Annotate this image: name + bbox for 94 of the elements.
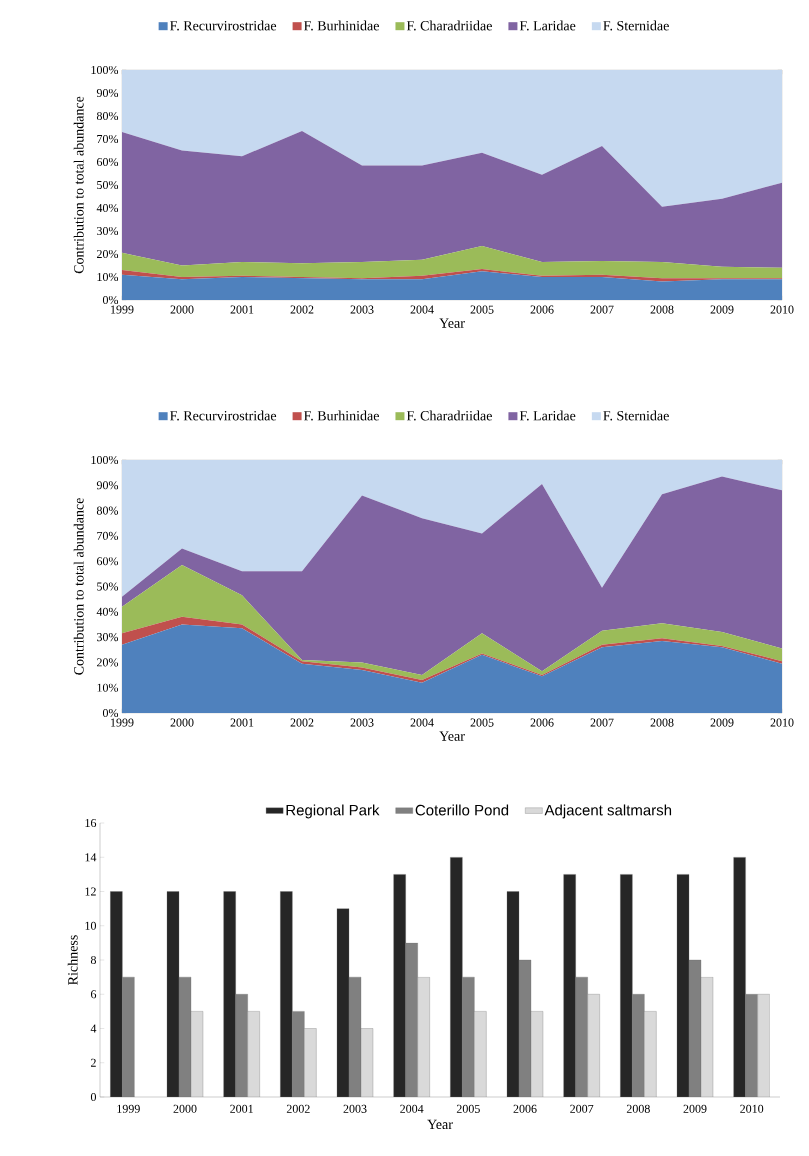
x-tick-label: 1999 [117,1104,140,1113]
x-axis-title: Year [439,731,465,741]
y-tick-label: 80% [96,506,119,515]
y-tick-label: 10 [85,921,96,930]
legend-label: F. Recurvirostridae [170,410,277,421]
x-tick-label: 2010 [770,305,794,314]
x-tick-label: 2002 [290,718,314,727]
x-tick-label: 2003 [350,718,374,727]
x-tick-label: 2002 [290,305,314,314]
y-tick-label: 70% [97,134,119,144]
x-tick-label: 2004 [400,1104,424,1113]
y-tick-label: 50% [97,582,119,591]
y-tick-label: 14 [85,853,97,862]
y-tick-label: 20% [97,249,119,259]
y-tick-label: 6 [90,990,97,999]
x-tick-label: 2010 [770,718,794,727]
y-tick-label: 100% [91,65,119,75]
x-tick-label: 2006 [513,1104,537,1113]
x-axis-title: Year [427,1119,453,1130]
x-tick-label: 2004 [410,718,434,727]
y-tick-label: 0% [102,295,119,305]
y-tick-label: 12 [85,887,96,896]
y-tick-label: 4 [90,1024,97,1033]
bar [223,891,236,1098]
bar [733,857,746,1098]
x-tick-label: 2009 [683,1104,707,1113]
x-tick-label: 2003 [350,305,374,314]
x-tick-label: 2001 [230,305,254,314]
y-axis-title: Contribution to total abundance [73,498,84,675]
y-tick-label: 0 [90,1092,97,1102]
x-tick-label: 2005 [470,718,494,727]
x-tick-label: 2010 [740,1104,764,1113]
x-tick-label: 2005 [470,305,494,314]
y-tick-label: 80% [96,111,119,121]
x-tick-label: 2008 [650,305,674,314]
y-tick-label: 90% [96,88,119,98]
y-axis-title: Richness [67,935,78,985]
legend-label: F. Sternidae [603,20,669,31]
y-tick-label: 10% [97,683,119,692]
x-tick-label: 2007 [590,305,614,314]
x-tick-label: 2009 [710,305,734,314]
y-tick-label: 30% [97,226,119,236]
legend-label: Regional Park [286,804,380,819]
y-tick-label: 40% [96,203,119,213]
y-tick-label: 2 [91,1058,96,1067]
x-tick-label: 2006 [530,718,554,727]
x-tick-label: 2009 [710,718,734,727]
y-tick-label: 70% [97,531,119,540]
legend-label: F. Recurvirostridae [170,20,277,31]
y-tick-label: 100% [91,455,119,465]
x-tick-label: 2007 [570,1104,594,1113]
y-axis-title: Contribution to total abundance [73,96,84,274]
x-axis-title: Year [439,318,465,328]
x-tick-label: 2001 [230,718,254,727]
bar [620,874,633,1098]
y-tick-label: 10% [97,272,119,282]
y-tick-label: 60% [96,157,119,167]
x-tick-label: 2003 [343,1104,367,1113]
y-tick-label: 16 [85,818,97,828]
legend-label: F. Laridae [519,20,576,31]
x-tick-label: 2006 [530,305,554,314]
legend-label: F. Burhinidae [304,410,379,421]
legend-label: F. Burhinidae [304,20,379,31]
x-tick-label: 2000 [173,1104,197,1113]
x-tick-label: 2002 [286,1104,310,1113]
x-tick-label: 2000 [170,305,194,314]
y-tick-label: 90% [96,481,119,490]
x-tick-label: 2007 [590,718,614,727]
y-tick-label: 20% [97,658,119,667]
bar [450,857,463,1098]
x-tick-label: 2001 [230,1104,253,1113]
bar [393,874,406,1098]
y-tick-label: 60% [96,557,119,566]
x-tick-label: 2005 [456,1104,480,1113]
y-tick-label: 0% [102,708,119,718]
bar [563,874,576,1098]
bar [110,891,123,1098]
x-tick-label: 2000 [170,718,194,727]
x-tick-label: 1999 [111,305,134,314]
legend-label: F. Charadriidae [406,410,492,421]
y-tick-label: 40% [96,607,119,616]
x-tick-label: 2008 [650,718,674,727]
y-tick-label: 8 [90,955,97,965]
legend-label: F. Laridae [519,410,576,421]
legend-label: Coterillo Pond [415,804,509,816]
legend-label: F. Charadriidae [406,20,492,31]
legend-label: F. Sternidae [603,410,669,421]
legend-label: Adjacent saltmarsh [544,804,672,819]
x-tick-label: 2004 [410,305,434,314]
y-tick-label: 30% [97,633,119,642]
x-tick-label: 1999 [111,718,134,727]
y-tick-label: 50% [97,180,119,190]
bar [280,891,293,1098]
x-tick-label: 2008 [626,1104,650,1113]
